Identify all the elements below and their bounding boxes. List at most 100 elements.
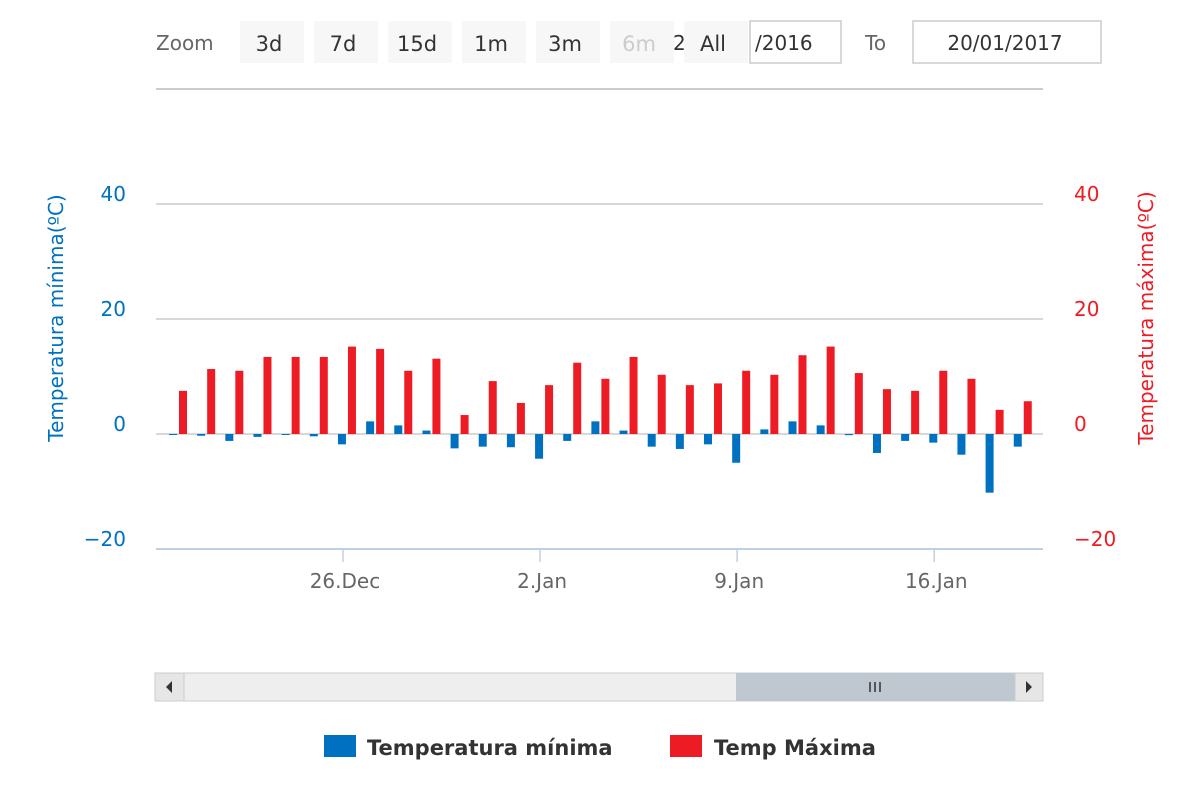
bar-min-9[interactable] [422, 430, 431, 434]
bar-max-25[interactable] [882, 389, 891, 434]
bar-max-17[interactable] [657, 374, 666, 434]
zoom-button-7d[interactable]: 7d [314, 21, 378, 63]
bar-max-26[interactable] [911, 390, 920, 434]
bar-max-12[interactable] [516, 402, 525, 434]
bar-max-24[interactable] [854, 373, 863, 434]
from-date-input[interactable] [749, 20, 842, 64]
zoom-button-3d[interactable]: 3d [240, 21, 304, 63]
right-tick-label: 40 [1074, 182, 1099, 206]
x-axis-ticks: 26.Dec 2.Jan 9.Jan 16.Jan [310, 549, 968, 593]
bar-min-25[interactable] [872, 434, 881, 453]
left-tick-label: 0 [113, 412, 126, 436]
bar-min-30[interactable] [1013, 434, 1022, 447]
bar-min-11[interactable] [478, 434, 487, 447]
left-tick-label: −20 [84, 527, 126, 551]
bar-min-3[interactable] [253, 434, 262, 437]
bar-max-16[interactable] [629, 356, 638, 434]
bar-max-13[interactable] [545, 385, 554, 434]
bar-min-24[interactable] [844, 434, 853, 436]
bar-max-4[interactable] [291, 356, 300, 434]
grip-icon [869, 682, 881, 692]
legend-swatch-max [670, 735, 702, 757]
bar-max-0[interactable] [179, 390, 187, 434]
bar-min-2[interactable] [225, 434, 234, 441]
bar-max-8[interactable] [404, 370, 413, 434]
bar-max-14[interactable] [573, 362, 582, 434]
legend-item-max[interactable]: Temp Máxima [670, 735, 876, 760]
bar-min-4[interactable] [281, 434, 290, 435]
bar-min-13[interactable] [535, 434, 544, 459]
bar-min-20[interactable] [732, 434, 741, 463]
bar-min-10[interactable] [450, 434, 459, 449]
bar-min-26[interactable] [901, 434, 910, 441]
bar-max-5[interactable] [319, 356, 328, 434]
bar-min-15[interactable] [591, 421, 600, 434]
bar-min-0[interactable] [169, 434, 177, 435]
bar-max-10[interactable] [460, 415, 469, 434]
bar-max-21[interactable] [770, 374, 779, 434]
bar-min-5[interactable] [309, 434, 318, 437]
right-tick-label: 20 [1074, 297, 1099, 321]
chevron-left-icon [166, 681, 172, 693]
bar-max-7[interactable] [376, 348, 385, 434]
bar-min-1[interactable] [197, 434, 206, 436]
zoom-button-bg [240, 21, 304, 63]
bar-max-23[interactable] [826, 346, 835, 434]
zoom-buttons: 3d 7d 15d 1m 3m 6m 2 All [240, 21, 748, 63]
navigator-scrollbar[interactable] [154, 672, 1044, 702]
legend-label-min: Temperatura mínima [367, 736, 613, 760]
bar-min-23[interactable] [816, 425, 825, 434]
legend-swatch-min [324, 735, 356, 757]
zoom-button-label: 6m [622, 32, 656, 56]
bar-max-1[interactable] [207, 369, 216, 434]
x-tick-label: 9.Jan [714, 569, 764, 593]
bar-max-28[interactable] [967, 378, 976, 434]
bar-min-21[interactable] [760, 429, 769, 434]
chevron-right-icon [1026, 681, 1032, 693]
zoom-button-1m[interactable]: 1m [462, 21, 526, 63]
bar-min-16[interactable] [619, 430, 628, 434]
bar-max-3[interactable] [263, 356, 272, 434]
to-date-value: 20/01/2017 [947, 31, 1062, 55]
legend-item-min[interactable]: Temperatura mínima [324, 735, 613, 760]
bar-min-19[interactable] [704, 434, 713, 445]
bar-min-27[interactable] [929, 434, 938, 443]
zoom-button-bg [462, 21, 526, 63]
bar-min-8[interactable] [394, 425, 403, 434]
zoom-button-label: All [700, 32, 726, 56]
bar-min-7[interactable] [366, 421, 375, 434]
bar-max-2[interactable] [235, 370, 244, 434]
scroll-right-button[interactable] [1014, 672, 1044, 702]
bar-max-29[interactable] [995, 409, 1004, 434]
bar-max-11[interactable] [488, 381, 497, 434]
bar-max-18[interactable] [685, 385, 694, 434]
x-tick-label: 2.Jan [517, 569, 567, 593]
bar-min-14[interactable] [563, 434, 572, 441]
to-date-input[interactable] [912, 20, 1102, 64]
bar-max-9[interactable] [432, 358, 441, 434]
zoom-button-15d[interactable]: 15d [388, 21, 452, 63]
bar-max-22[interactable] [798, 355, 807, 434]
right-axis-title: Temperatura máxima(ºC) [1134, 191, 1158, 445]
zoom-button-bg [684, 21, 748, 63]
bar-min-28[interactable] [957, 434, 966, 455]
legend-label-max: Temp Máxima [714, 736, 876, 760]
grid-lines [156, 203, 1043, 435]
bar-max-6[interactable] [347, 346, 356, 434]
zoom-label: Zoom [156, 31, 214, 55]
bar-min-29[interactable] [985, 434, 994, 493]
bar-max-15[interactable] [601, 378, 610, 434]
bar-max-19[interactable] [714, 383, 723, 434]
zoom-button-all[interactable]: All [684, 21, 748, 63]
bar-min-6[interactable] [337, 434, 346, 445]
bar-max-27[interactable] [939, 370, 948, 434]
bar-max-30[interactable] [1023, 401, 1032, 434]
bar-min-17[interactable] [647, 434, 656, 447]
zoom-button-3m[interactable]: 3m [536, 21, 600, 63]
bar-max-20[interactable] [742, 370, 751, 434]
bar-min-18[interactable] [675, 434, 684, 449]
bar-min-22[interactable] [788, 421, 797, 434]
to-label: To [864, 31, 886, 55]
bar-min-12[interactable] [506, 434, 515, 448]
